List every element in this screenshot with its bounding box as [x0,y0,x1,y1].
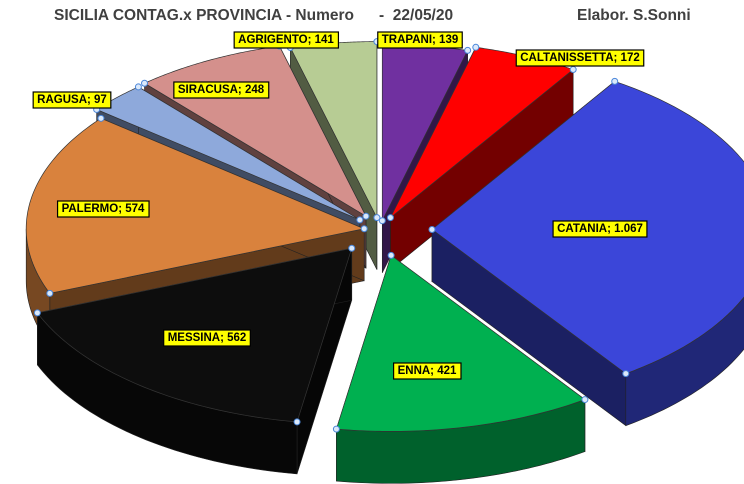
selection-handle [33,309,41,317]
selection-handle [428,225,436,233]
data-label-messina: MESSINA; 562 [163,329,251,347]
selection-handle [293,418,301,426]
selection-handle [386,214,394,222]
data-label-trapani-text: TRAPANI; 139 [382,34,458,46]
data-label-catania-box [552,220,648,238]
selection-handle [362,212,370,220]
selection-handle [97,114,105,122]
selection-handle [332,425,340,433]
data-label-enna-box [392,362,462,380]
selection-handle [348,244,356,252]
data-label-agrigento-box [233,31,340,49]
selection-handle [373,214,381,222]
data-label-trapani: TRAPANI; 139 [377,31,463,49]
selection-handle [46,289,54,297]
data-label-siracusa-box [173,81,270,99]
chart-date: - 22/05/20 [379,7,454,24]
selection-handle [356,216,364,224]
selection-handle [472,43,480,51]
data-label-agrigento: AGRIGENTO; 141 [233,31,340,49]
data-label-enna: ENNA; 421 [392,362,462,380]
chart-title: SICILIA CONTAG.x PROVINCIA - Numero [54,7,354,24]
data-label-ragusa-text: RAGUSA; 97 [37,94,107,106]
data-label-agrigento-text: AGRIGENTO; 141 [238,34,334,46]
slice-catania-side [625,296,744,427]
selection-handle [464,46,472,54]
data-label-siracusa-text: SIRACUSA; 248 [178,84,265,96]
selection-handle [569,66,577,74]
selection-handle [581,396,589,404]
data-label-caltanissetta-box [515,49,645,67]
selection-handle [622,370,630,378]
data-label-palermo-text: PALERMO; 574 [62,203,145,215]
data-label-catania-text: CATANIA; 1.067 [557,223,643,235]
data-label-enna-text: ENNA; 421 [398,365,457,377]
slice-enna-top [335,254,586,432]
data-label-catania: CATANIA; 1.067 [552,220,648,238]
data-label-palermo: PALERMO; 574 [56,200,150,218]
data-label-messina-text: MESSINA; 562 [168,332,247,344]
data-label-messina-box [163,329,251,347]
data-label-caltanissetta-text: CALTANISSETTA; 172 [520,52,639,64]
selection-handle [387,251,395,259]
selection-handle [611,77,619,85]
data-label-caltanissetta: CALTANISSETTA; 172 [515,49,645,67]
selection-handle [141,79,149,87]
selection-handle [378,217,386,225]
data-label-trapani-box [377,31,463,49]
data-label-palermo-box [56,200,150,218]
slice-palermo-top [25,117,366,294]
chart-author: Elabor. S.Sonni [577,7,691,24]
selection-handle [360,225,368,233]
data-label-siracusa: SIRACUSA; 248 [173,81,270,99]
data-label-ragusa: RAGUSA; 97 [32,91,112,109]
slice-enna [332,251,589,484]
data-label-ragusa-box [32,91,112,109]
selection-handle [134,83,142,91]
